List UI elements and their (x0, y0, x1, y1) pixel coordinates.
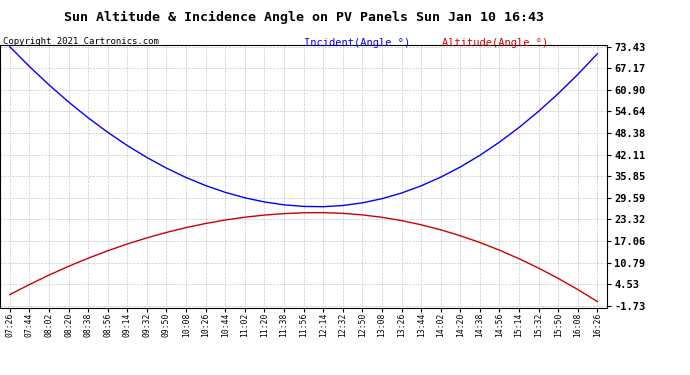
Text: Altitude(Angle °): Altitude(Angle °) (442, 38, 548, 48)
Text: Incident(Angle °): Incident(Angle °) (304, 38, 410, 48)
Text: Sun Altitude & Incidence Angle on PV Panels Sun Jan 10 16:43: Sun Altitude & Incidence Angle on PV Pan… (63, 11, 544, 24)
Text: Copyright 2021 Cartronics.com: Copyright 2021 Cartronics.com (3, 38, 159, 46)
